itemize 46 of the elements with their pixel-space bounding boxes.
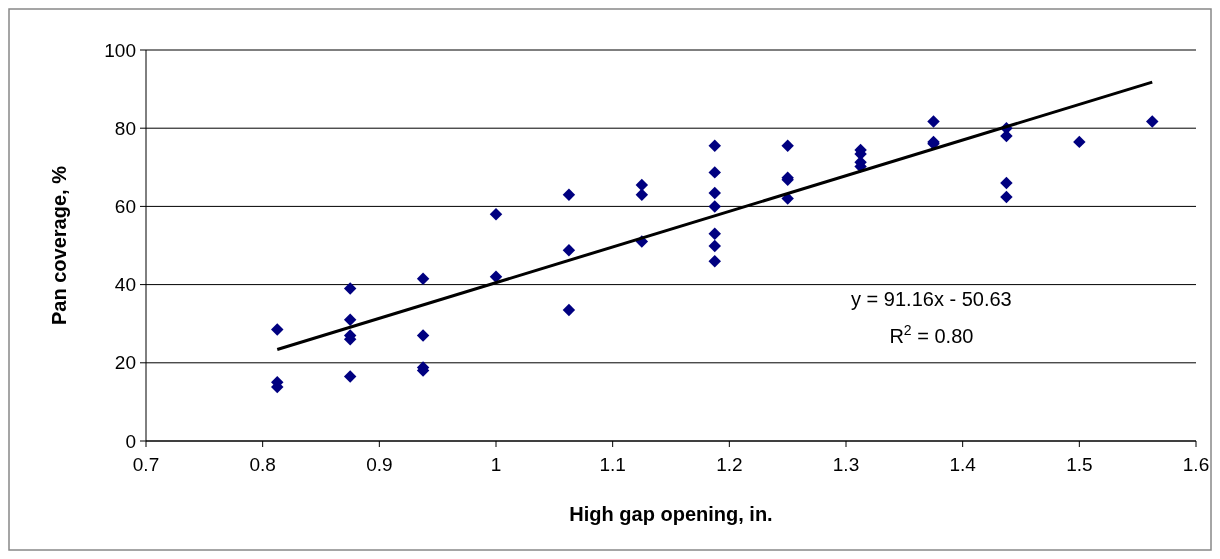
x-tick-label: 0.7 xyxy=(132,454,160,475)
point xyxy=(343,313,357,327)
point xyxy=(927,115,940,128)
point xyxy=(271,323,284,336)
y-axis-title: Pan coverage, % xyxy=(48,165,70,325)
y-tick-label: 60 xyxy=(114,196,136,218)
point xyxy=(1000,190,1013,204)
annotation: R$^{2}$ = 0.80 xyxy=(889,322,974,348)
point xyxy=(1146,115,1159,128)
point xyxy=(489,207,503,221)
y-tick-label: 40 xyxy=(114,274,136,296)
y-tick-label: 20 xyxy=(114,352,136,374)
point xyxy=(1000,176,1013,190)
point xyxy=(708,254,721,268)
x-tick-label: 1.5 xyxy=(1066,454,1093,475)
point xyxy=(562,243,576,257)
point xyxy=(562,188,576,201)
point xyxy=(708,227,721,241)
y-tick-label: 80 xyxy=(114,117,136,139)
point xyxy=(635,188,649,201)
point xyxy=(635,178,649,192)
point xyxy=(708,139,721,153)
point xyxy=(708,200,721,213)
x-tick-label: 1.3 xyxy=(832,454,860,475)
x-tick-label: 1.6 xyxy=(1182,454,1210,475)
x-tick-label: 1.1 xyxy=(599,454,626,475)
x-tick-label: 0.9 xyxy=(366,454,393,475)
point xyxy=(708,186,721,200)
point xyxy=(343,282,357,295)
x-tick-label: 1.2 xyxy=(716,454,743,475)
point xyxy=(562,303,576,317)
x-tick-label: 0.8 xyxy=(249,454,276,475)
point xyxy=(781,139,794,153)
y-tick-label: 0 xyxy=(125,430,136,452)
y-tick-label: 100 xyxy=(104,39,136,61)
point xyxy=(416,272,430,285)
point xyxy=(708,239,721,253)
x-tick-label: 1.4 xyxy=(949,454,977,475)
x-axis-title: High gap opening, in. xyxy=(569,503,773,525)
point xyxy=(708,166,721,179)
point xyxy=(416,329,430,342)
x-tick-label: 1 xyxy=(490,454,502,475)
annotation: y = 91.16x - 50.63 xyxy=(851,288,1012,311)
point xyxy=(489,270,503,284)
point xyxy=(1073,135,1086,149)
point xyxy=(343,370,357,383)
